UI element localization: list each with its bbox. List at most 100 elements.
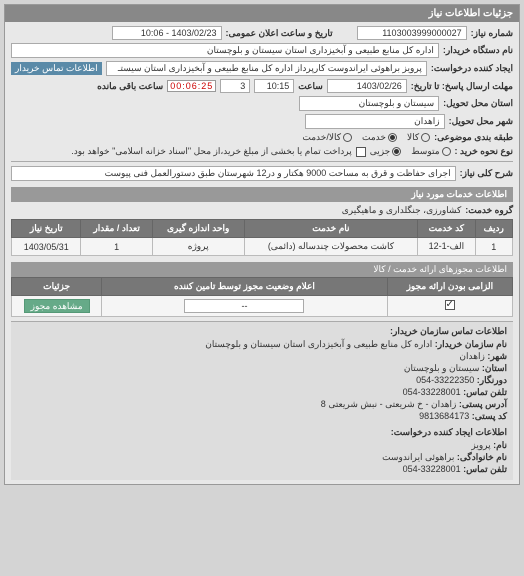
city-value: زاهدان — [305, 114, 445, 129]
requester-label: تلفن تماس: — [463, 464, 507, 474]
budget-radio-group: کالا خدمت کالا/خدمت — [302, 132, 430, 143]
buyer-contact-link[interactable]: اطلاعات تماس خریدار — [11, 62, 102, 75]
contact-line: کد پستی: 9813684173 — [17, 411, 507, 422]
auth-status-cell: -- — [102, 296, 388, 317]
auth-required-checkbox[interactable]: ✓ — [445, 300, 455, 310]
contact-line: شهر: زاهدان — [17, 351, 507, 362]
auth-header-row: الزامی بودن ارائه مجوز اعلام وضعیت مجوز … — [12, 278, 513, 296]
services-row: 1 الف-1-12 کاشت محصولات چندساله (دائمی) … — [12, 238, 513, 256]
budget-class-label: طبقه بندی موضوعی: — [434, 132, 513, 143]
auth-required-cell: ✓ — [387, 296, 512, 317]
requester-line: نام: پرویز — [17, 440, 507, 451]
contact-value: 9813684173 — [419, 411, 469, 421]
time-label-1: ساعت — [298, 81, 323, 92]
deadline-date: 1403/02/26 — [327, 79, 407, 93]
row-buy-type: نوع نحوه خرید : متوسط جزیی پرداخت تمام ی… — [11, 146, 513, 157]
contact-line: تلفن تماس: 33228001-054 — [17, 387, 507, 398]
contact-label: شهر: — [487, 351, 507, 361]
cell-code: الف-1-12 — [418, 238, 475, 256]
buyer-contact-title: اطلاعات تماس سازمان خریدار: — [17, 326, 507, 337]
announce-dt-value: 1403/02/23 - 10:06 — [112, 26, 222, 40]
requester-contact-title: اطلاعات ایجاد کننده درخواست: — [17, 427, 507, 438]
row-requester: ایجاد کننده درخواست: پرویز براهوئی ایران… — [11, 61, 513, 76]
requester-value: براهوئی ایراندوست — [382, 452, 454, 462]
col-date: تاریخ نیاز — [12, 220, 81, 238]
auth-status: -- — [184, 299, 304, 313]
view-auth-button[interactable]: مشاهده مجوز — [24, 299, 90, 313]
contact-label: تلفن تماس: — [463, 387, 507, 397]
contact-value: زاهدان - خ شریعتی - نبش شریعتی 8 — [321, 399, 457, 409]
contact-label: استان: — [482, 363, 507, 373]
contact-label: دورنگار: — [477, 375, 507, 385]
budget-radio-both[interactable]: کالا/خدمت — [302, 132, 352, 143]
buy-checkbox[interactable] — [356, 147, 366, 157]
col-code: کد خدمت — [418, 220, 475, 238]
radio-icon — [388, 133, 397, 142]
row-need-number: شماره نیاز: 1103003999000027 تاریخ و ساع… — [11, 26, 513, 40]
requester-line: نام خانوادگی: براهوئی ایراندوست — [17, 452, 507, 463]
buy-type-label: نوع نحوه خرید : — [455, 146, 513, 157]
services-header-row: ردیف کد خدمت نام خدمت واحد اندازه گیری ت… — [12, 220, 513, 238]
panel-title: جزئیات اطلاعات نیاز — [5, 5, 519, 22]
budget-radio-goods[interactable]: کالا — [407, 132, 430, 143]
row-budget-class: طبقه بندی موضوعی: کالا خدمت کالا/خدمت — [11, 132, 513, 143]
budget-both-label: کالا/خدمت — [302, 132, 341, 143]
col-unit: واحد اندازه گیری — [152, 220, 244, 238]
auth-col-required: الزامی بودن ارائه مجوز — [387, 278, 512, 296]
requester-label: نام: — [493, 440, 507, 450]
col-row: ردیف — [475, 220, 512, 238]
col-qty: تعداد / مقدار — [81, 220, 152, 238]
radio-icon — [343, 133, 352, 142]
col-name: نام خدمت — [244, 220, 418, 238]
auth-row: ✓ -- مشاهده مجوز — [12, 296, 513, 317]
buyer-org-label: نام دستگاه خریدار: — [443, 45, 513, 56]
buy-radio-partial[interactable]: جزیی — [370, 146, 402, 157]
contact-line: نام سازمان خریدار: اداره کل منابع طبیعی … — [17, 339, 507, 350]
buy-all-label: متوسط — [411, 146, 439, 157]
radio-icon — [392, 147, 401, 156]
buyer-org-value: اداره کل منابع طبیعی و آبخیزداری استان س… — [11, 43, 439, 58]
contact-value: 33228001-054 — [403, 387, 461, 397]
budget-service-label: خدمت — [362, 132, 386, 143]
auth-table: الزامی بودن ارائه مجوز اعلام وضعیت مجوز … — [11, 277, 513, 317]
row-buyer-org: نام دستگاه خریدار: اداره کل منابع طبیعی … — [11, 43, 513, 58]
cell-name: کاشت محصولات چندساله (دائمی) — [244, 238, 418, 256]
contact-value: اداره کل منابع طبیعی و آبخیزداری استان س… — [205, 339, 432, 349]
budget-goods-label: کالا — [407, 132, 419, 143]
check-icon: ✓ — [445, 299, 453, 310]
auth-details-cell: مشاهده مجوز — [12, 296, 102, 317]
need-number-label: شماره نیاز: — [471, 28, 513, 39]
cell-row: 1 — [475, 238, 512, 256]
deadline-time: 10:15 — [254, 79, 294, 93]
contact-label: نام سازمان خریدار: — [435, 339, 507, 349]
auth-section-title: اطلاعات مجوزهای ارائه خدمت / کالا — [11, 262, 513, 277]
budget-radio-service[interactable]: خدمت — [362, 132, 397, 143]
buy-radio-all[interactable]: متوسط — [411, 146, 450, 157]
details-panel: جزئیات اطلاعات نیاز شماره نیاز: 11030039… — [4, 4, 520, 485]
province-label: استان محل تحویل: — [443, 98, 513, 109]
row-service-group: گروه خدمت: کشاورزی، جنگلداری و ماهیگیری — [11, 205, 513, 216]
row-city: شهر محل تحویل: زاهدان — [11, 114, 513, 129]
requester-value: پرویز — [471, 440, 490, 450]
contact-line: دورنگار: 33222350-054 — [17, 375, 507, 386]
contact-value: زاهدان — [459, 351, 484, 361]
requester-label: ایجاد کننده درخواست: — [431, 63, 513, 74]
requester-contact-block: اطلاعات ایجاد کننده درخواست: نام: پرویزن… — [11, 427, 513, 480]
requester-line: تلفن تماس: 33228001-054 — [17, 464, 507, 475]
contact-value: 33222350-054 — [416, 375, 474, 385]
contact-line: آدرس پستی: زاهدان - خ شریعتی - نبش شریعت… — [17, 399, 507, 410]
radio-icon — [442, 147, 451, 156]
contact-label: آدرس پستی: — [459, 399, 507, 409]
auth-col-details: جزئیات — [12, 278, 102, 296]
contact-value: سیستان و بلوچستان — [404, 363, 480, 373]
services-table: ردیف کد خدمت نام خدمت واحد اندازه گیری ت… — [11, 219, 513, 256]
province-value: سیستان و بلوچستان — [299, 96, 439, 111]
title-value: اجرای حفاظت و قرق به مساحت 9000 هکتار و … — [11, 166, 456, 181]
radio-icon — [421, 133, 430, 142]
row-title: شرح کلی نیاز: اجرای حفاظت و قرق به مساحت… — [11, 166, 513, 181]
title-label: شرح کلی نیاز: — [460, 168, 513, 179]
auth-col-status: اعلام وضعیت مجوز توسط تامین کننده — [102, 278, 388, 296]
row-deadline: مهلت ارسال پاسخ: تا تاریخ: 1403/02/26 سا… — [11, 79, 513, 93]
announce-dt-label: تاریخ و ساعت اعلان عمومی: — [226, 28, 333, 39]
services-section-title: اطلاعات خدمات مورد نیاز — [11, 187, 513, 202]
